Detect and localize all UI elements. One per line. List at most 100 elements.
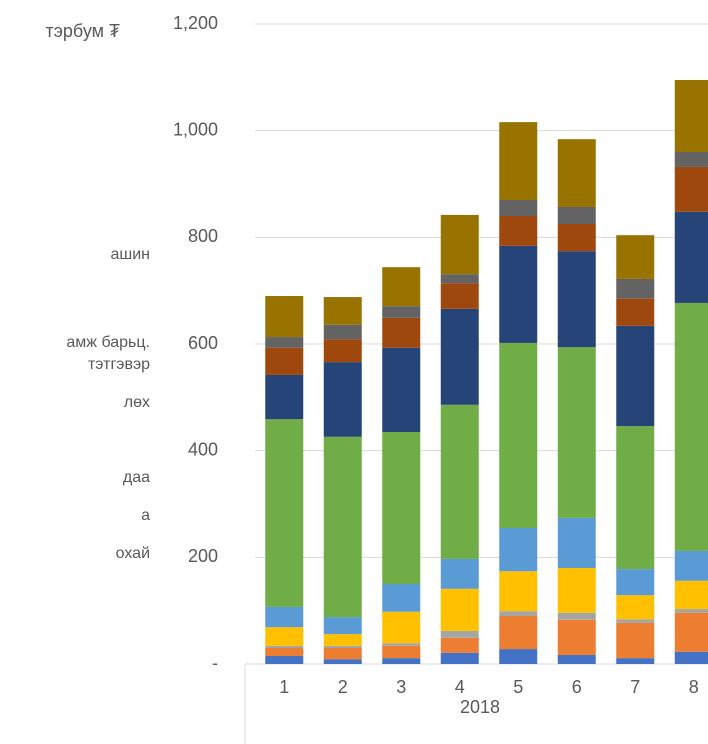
bar-segment [557, 517, 596, 568]
bar-segment [265, 606, 304, 628]
bar-segment [557, 224, 596, 252]
bar-segment [323, 362, 362, 437]
x-tick-label: 2 [338, 677, 348, 697]
bar-segment [557, 612, 596, 620]
bar-segment [499, 245, 538, 343]
x-tick-label: 1 [279, 677, 289, 697]
legend-label: даа [123, 469, 150, 486]
bar-segment [616, 595, 655, 620]
bar-segment [499, 528, 538, 572]
bar-segment [499, 571, 538, 612]
bar-segment [499, 649, 538, 664]
bar-segment [616, 622, 655, 659]
y-tick-label: 200 [188, 546, 218, 566]
y-tick-label: 600 [188, 333, 218, 353]
x-tick-label: 7 [630, 677, 640, 697]
bar-segment [382, 645, 421, 659]
bar-segment [265, 627, 304, 646]
x-tick-label: 5 [513, 677, 523, 697]
bar-segment [674, 166, 708, 212]
bar-segment [557, 347, 596, 518]
bar-segment [499, 611, 538, 616]
y-tick-label: 800 [188, 226, 218, 246]
legend-label: лөх [124, 394, 150, 411]
bar-segment [440, 630, 479, 638]
bar-segment [557, 568, 596, 613]
y-tick-label: 1,200 [173, 13, 218, 33]
bar-segment [616, 569, 655, 596]
legend-label: ашин [110, 246, 150, 263]
bar-segment [499, 216, 538, 246]
bar-segment [265, 419, 304, 607]
bar-segment [323, 436, 362, 618]
bar-segment [616, 235, 655, 279]
bar-segment [265, 296, 304, 338]
bar-segment [499, 616, 538, 650]
bar-segment [440, 308, 479, 405]
bar-segment [557, 619, 596, 655]
bar-segment [616, 325, 655, 427]
bar-segment [265, 347, 304, 375]
bar-segment [323, 634, 362, 646]
unit-label: тэрбум ₮ [45, 21, 120, 41]
bar-segment [323, 645, 362, 648]
bar-segment [557, 206, 596, 224]
x-tick-label: 3 [396, 677, 406, 697]
bar-segment [382, 658, 421, 664]
bar-segment [382, 317, 421, 348]
bar-segment [382, 611, 421, 644]
bar-segment [265, 656, 304, 664]
bar-segment [440, 214, 479, 275]
bar-segment [440, 558, 479, 589]
bar-segment [499, 200, 538, 216]
legend-label: тэтгэвэр [88, 356, 150, 373]
y-tick-label: 1,000 [173, 119, 218, 139]
legend-label: а [141, 507, 150, 524]
bar-segment [323, 617, 362, 635]
bar-segment [499, 122, 538, 200]
bar-segment [440, 652, 479, 664]
bar-segment [674, 80, 708, 152]
bar-segment [674, 302, 708, 551]
group-label: 2018 [460, 697, 500, 717]
bar-segment [265, 648, 304, 656]
bar-segment [674, 211, 708, 303]
bar-segment [382, 432, 421, 584]
legend-label: охай [116, 545, 150, 562]
bar-segment [499, 342, 538, 528]
bar-segment [382, 584, 421, 612]
bar-segment [674, 580, 708, 610]
bar-segment [382, 267, 421, 307]
bar-segment [382, 643, 421, 646]
x-tick-label: 4 [455, 677, 465, 697]
bar-segment [440, 283, 479, 309]
bar-segment [616, 619, 655, 623]
bar-segment [557, 139, 596, 207]
bar-segment [557, 251, 596, 348]
bar-segment [440, 637, 479, 653]
bar-segment [616, 658, 655, 664]
bar-segment [265, 645, 304, 648]
y-tick-label: - [212, 653, 218, 673]
bar-segment [265, 374, 304, 420]
legend-label: амж барьц. [66, 334, 150, 351]
bar-segment [265, 337, 304, 348]
bar-segment [674, 152, 708, 167]
bar-segment [323, 648, 362, 660]
bar-segment [674, 550, 708, 581]
bar-segment [323, 324, 362, 340]
bar-segment [323, 339, 362, 363]
bar-segment [616, 298, 655, 326]
bar-segment [674, 612, 708, 652]
bar-segment [323, 297, 362, 325]
bar-segment [674, 651, 708, 664]
bar-segment [616, 278, 655, 299]
bar-segment [382, 306, 421, 318]
bar-segment [382, 347, 421, 432]
bar-segment [674, 609, 708, 613]
x-tick-label: 6 [572, 677, 582, 697]
x-tick-label: 8 [689, 677, 699, 697]
y-tick-label: 400 [188, 439, 218, 459]
